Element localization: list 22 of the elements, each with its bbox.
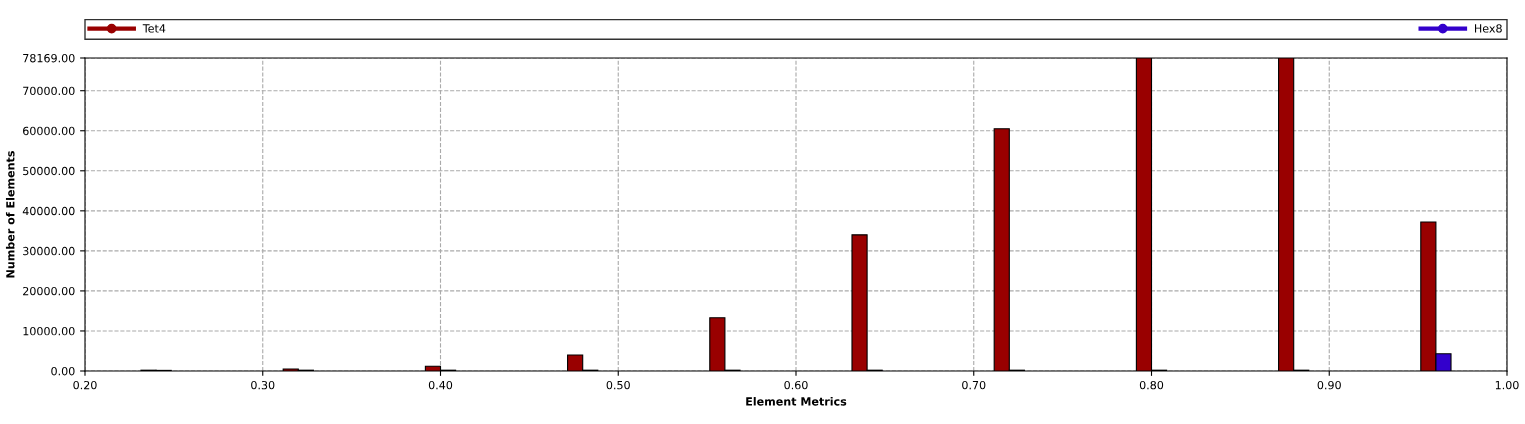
- y-tick-label: 30000.00: [23, 246, 75, 256]
- x-tick-label: 0.80: [1139, 380, 1164, 390]
- y-tick-label: 78169.00: [23, 53, 75, 63]
- y-tick-label: 10000.00: [23, 326, 75, 336]
- x-axis-title: Element Metrics: [746, 397, 847, 406]
- x-tick-label: 0.50: [606, 380, 630, 390]
- x-tick-label: 0.90: [1317, 380, 1341, 390]
- y-tick-label: 0.00: [51, 366, 75, 376]
- x-tick-label: 0.60: [784, 380, 808, 390]
- y-tick-label: 70000.00: [23, 86, 75, 96]
- y-tick-label: 40000.00: [22, 206, 75, 216]
- x-tick-label: 0.30: [251, 380, 275, 390]
- legend-label: Tet4: [142, 24, 166, 33]
- y-tick-label: 20000.00: [23, 286, 75, 296]
- x-tick-label: 0.40: [428, 380, 453, 390]
- y-tick-label: 50000.00: [23, 166, 75, 176]
- legend-label: Hex8: [1475, 24, 1502, 33]
- x-tick-label: 0.20: [73, 380, 97, 390]
- x-tick-label: 1.00: [1495, 380, 1519, 390]
- y-tick-label: 60000.00: [23, 126, 75, 136]
- x-tick-label: 0.70: [962, 380, 986, 390]
- y-axis-title: Number of Elements: [5, 151, 15, 278]
